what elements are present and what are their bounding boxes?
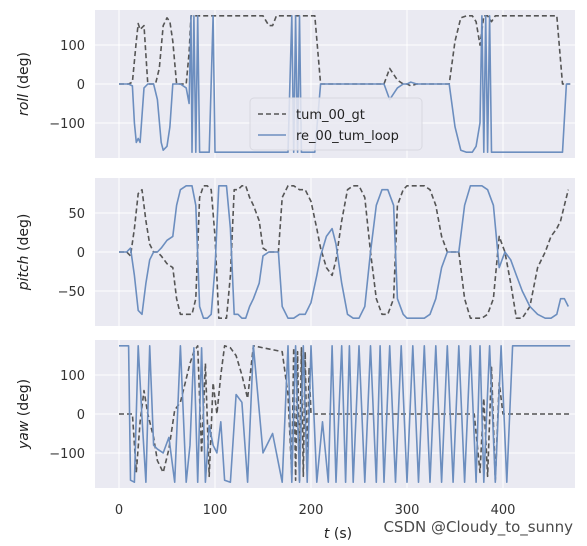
- legend-box: [249, 97, 423, 151]
- ytick-pitch--50: −50: [58, 285, 85, 300]
- xtick-100: 100: [203, 503, 228, 518]
- ytick-pitch-0: 0: [77, 246, 85, 261]
- xtick-200: 200: [299, 503, 324, 518]
- series-yaw-re_00_tum_loop: [119, 344, 571, 484]
- xlabel: t (s): [324, 526, 352, 542]
- ylabel-pitch: pitch (deg): [16, 214, 32, 292]
- panel-pitch: 50 0 −50 pitch (deg): [16, 178, 575, 326]
- ytick-pitch-50: 50: [68, 207, 85, 222]
- legend-label-tum_00_gt: tum_00_gt: [296, 108, 365, 123]
- ylabel-roll: roll (deg): [16, 52, 32, 116]
- legend-label-re_00_tum_loop: re_00_tum_loop: [296, 129, 399, 144]
- panel-yaw: 100 0 −100 yaw (deg): [16, 340, 575, 488]
- watermark: CSDN @Cloudy_to_sunny: [383, 518, 573, 536]
- series-roll-tum_00_gt: [119, 15, 571, 87]
- series-pitch-re_00_tum_loop: [119, 185, 570, 320]
- xtick-0: 0: [115, 503, 123, 518]
- xtick-300: 300: [395, 503, 420, 518]
- ytick-roll-100: 100: [60, 39, 85, 54]
- xtick-400: 400: [491, 503, 516, 518]
- ytick-roll-0: 0: [77, 78, 85, 93]
- ytick-roll--100: −100: [49, 117, 85, 132]
- series-roll-re_00_tum_loop: [119, 15, 571, 153]
- ylabel-yaw: yaw (deg): [16, 379, 32, 450]
- series-pitch-tum_00_gt: [119, 185, 570, 320]
- ytick-yaw-0: 0: [77, 408, 85, 423]
- ytick-yaw-100: 100: [60, 369, 85, 384]
- ytick-yaw--100: −100: [49, 447, 85, 462]
